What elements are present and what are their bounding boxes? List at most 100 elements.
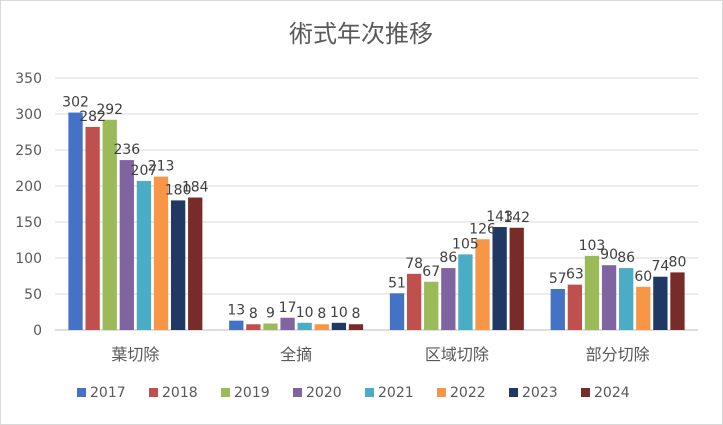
legend-label: 2024 [594, 385, 630, 401]
bar [314, 324, 329, 330]
data-label: 57 [549, 271, 567, 287]
legend: 2017 2018 2019 2020 2021 2022 2023 2024 [77, 385, 630, 401]
legend-label: 2018 [162, 385, 198, 401]
bar [475, 239, 490, 330]
bar [458, 254, 473, 330]
y-axis: 0 50 100 150 200 250 300 350 [15, 71, 42, 339]
legend-label: 2023 [522, 385, 558, 401]
y-tick-label: 350 [15, 71, 42, 87]
data-label: 90 [600, 247, 618, 263]
data-label: 51 [388, 275, 406, 291]
bars [68, 112, 685, 331]
legend-swatch [365, 388, 374, 397]
bar [297, 322, 312, 330]
legend-swatch [293, 388, 302, 397]
legend-label: 2021 [378, 385, 414, 401]
bar [68, 112, 83, 330]
y-tick-label: 200 [15, 179, 42, 195]
bar [153, 176, 169, 330]
x-category-label: 全摘 [280, 345, 312, 364]
y-tick-label: 0 [33, 323, 42, 339]
bar [280, 317, 295, 330]
data-label: 13 [227, 303, 245, 319]
legend-label: 2022 [450, 385, 486, 401]
data-label: 143 [486, 209, 513, 225]
bar [348, 324, 364, 330]
data-label: 213 [148, 159, 175, 175]
bar [406, 273, 422, 330]
data-label: 142 [503, 210, 530, 226]
bar [263, 323, 278, 330]
bar [102, 119, 117, 330]
bar [188, 197, 203, 330]
legend-swatch [149, 388, 158, 397]
chart-title: 術式年次推移 [289, 20, 433, 48]
y-tick-label: 150 [15, 215, 42, 231]
data-label: 80 [669, 254, 687, 270]
data-label: 302 [62, 95, 89, 111]
bar [331, 322, 347, 330]
data-label: 105 [452, 236, 479, 252]
bar [584, 255, 600, 330]
data-label: 17 [279, 300, 297, 316]
data-label: 63 [566, 267, 584, 283]
bar [229, 320, 244, 330]
gridlines [55, 77, 698, 331]
data-label: 236 [113, 142, 140, 158]
bar [119, 160, 134, 330]
legend-swatch [581, 388, 590, 397]
data-label: 180 [165, 182, 192, 198]
data-label: 292 [96, 102, 123, 118]
legend-swatch [77, 388, 86, 397]
data-label: 282 [79, 109, 106, 125]
bar [636, 286, 651, 330]
data-label: 9 [266, 306, 275, 322]
data-label: 86 [617, 250, 635, 266]
y-tick-label: 100 [15, 251, 42, 267]
data-label: 67 [422, 264, 440, 280]
bar [389, 293, 405, 330]
bar [619, 268, 634, 330]
data-label: 126 [469, 221, 496, 237]
bar [85, 126, 100, 331]
data-label: 8 [317, 306, 326, 322]
data-label: 103 [579, 238, 606, 254]
legend-label: 2017 [90, 385, 126, 401]
bar [550, 288, 565, 330]
bar [567, 284, 583, 330]
data-label: 8 [352, 306, 361, 322]
legend-label: 2020 [306, 385, 342, 401]
bar [653, 276, 668, 330]
legend-swatch [221, 388, 230, 397]
bar [601, 265, 617, 330]
x-category-label: 葉切除 [111, 345, 159, 364]
data-label: 78 [405, 256, 423, 272]
data-label: 74 [651, 259, 669, 275]
bar [246, 324, 261, 330]
bar [170, 200, 186, 330]
data-label: 86 [439, 250, 457, 266]
data-label: 10 [296, 305, 314, 321]
bar [509, 227, 524, 330]
y-tick-label: 50 [24, 287, 42, 303]
data-label: 207 [131, 163, 158, 179]
legend-swatch [437, 388, 446, 397]
data-label: 60 [634, 269, 652, 285]
x-category-label: 区域切除 [425, 345, 489, 364]
bar [424, 281, 439, 330]
y-tick-label: 300 [15, 107, 42, 123]
legend-label: 2019 [234, 385, 270, 401]
bar [492, 227, 507, 330]
data-label: 8 [249, 306, 258, 322]
x-axis: 葉切除 全摘 区域切除 部分切除 [111, 345, 649, 364]
y-tick-label: 250 [15, 143, 42, 159]
bar [136, 180, 152, 330]
data-label: 10 [330, 305, 348, 321]
bar [441, 268, 456, 330]
legend-swatch [509, 388, 518, 397]
data-label: 184 [182, 180, 209, 196]
x-category-label: 部分切除 [586, 345, 650, 364]
bar [670, 272, 685, 330]
